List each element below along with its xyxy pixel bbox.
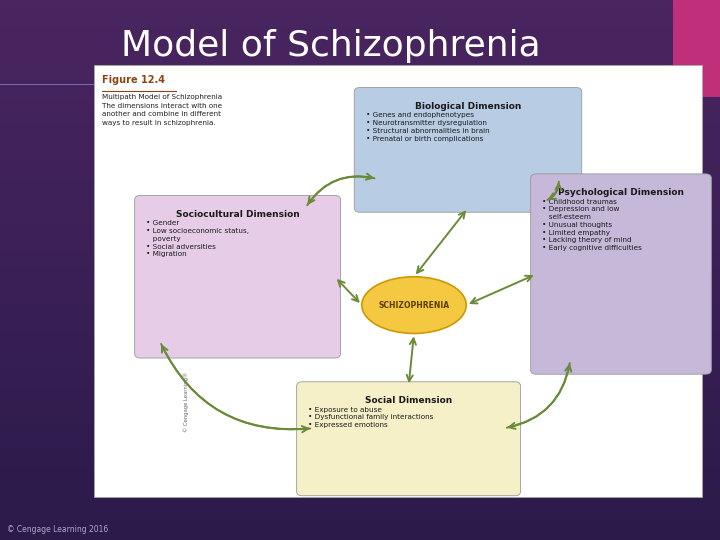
- Bar: [0, 63, 720, 72]
- Bar: [0, 288, 720, 297]
- Ellipse shape: [361, 276, 467, 333]
- Bar: [0, 243, 720, 252]
- Text: © Cengage Learning®: © Cengage Learning®: [184, 372, 189, 432]
- Bar: [0, 504, 720, 513]
- Bar: [0, 234, 720, 243]
- Bar: [0, 423, 720, 432]
- Bar: [0, 477, 720, 486]
- FancyBboxPatch shape: [297, 382, 521, 496]
- Text: • Genes and endophenotypes
• Neurotransmitter dysregulation
• Structural abnorma: • Genes and endophenotypes • Neurotransm…: [366, 112, 490, 141]
- Bar: [0, 27, 720, 36]
- Bar: [0, 342, 720, 351]
- Bar: [0, 522, 720, 531]
- Bar: [0, 414, 720, 423]
- Bar: [0, 153, 720, 162]
- Bar: [0, 18, 720, 27]
- Bar: [0, 99, 720, 108]
- Bar: [0, 216, 720, 225]
- Bar: [0, 441, 720, 450]
- Bar: [0, 324, 720, 333]
- Text: • Exposure to abuse
• Dysfunctional family interactions
• Expressed emotions: • Exposure to abuse • Dysfunctional fami…: [308, 407, 433, 428]
- FancyBboxPatch shape: [354, 87, 582, 212]
- Bar: [0, 432, 720, 441]
- Bar: [0, 351, 720, 360]
- Bar: [0, 315, 720, 324]
- Bar: [0, 378, 720, 387]
- Text: Model of Schizophrenia: Model of Schizophrenia: [122, 29, 541, 63]
- Text: Psychological Dimension: Psychological Dimension: [558, 188, 684, 197]
- Bar: [0, 405, 720, 414]
- Bar: [0, 450, 720, 459]
- Bar: [673, 0, 720, 97]
- Bar: [94, 65, 702, 497]
- Bar: [0, 81, 720, 90]
- Text: • Gender
• Low socioeconomic status,
   poverty
• Social adversities
• Migration: • Gender • Low socioeconomic status, pov…: [146, 220, 249, 258]
- Bar: [0, 513, 720, 522]
- Bar: [0, 279, 720, 288]
- Bar: [0, 9, 720, 18]
- Bar: [0, 459, 720, 468]
- Bar: [0, 117, 720, 126]
- Text: © Cengage Learning 2016: © Cengage Learning 2016: [7, 524, 109, 534]
- Bar: [0, 180, 720, 189]
- Bar: [0, 162, 720, 171]
- Bar: [0, 126, 720, 135]
- Bar: [0, 333, 720, 342]
- Bar: [0, 387, 720, 396]
- Bar: [0, 72, 720, 81]
- Bar: [0, 396, 720, 405]
- Bar: [0, 207, 720, 216]
- Bar: [0, 90, 720, 99]
- Bar: [0, 270, 720, 279]
- Bar: [0, 36, 720, 45]
- Text: • Childhood traumas
• Depression and low
   self-esteem
• Unusual thoughts
• Lim: • Childhood traumas • Depression and low…: [542, 199, 642, 251]
- Bar: [0, 198, 720, 207]
- Bar: [0, 189, 720, 198]
- Bar: [0, 0, 720, 9]
- Bar: [0, 252, 720, 261]
- Bar: [0, 369, 720, 378]
- Text: Biological Dimension: Biological Dimension: [415, 102, 521, 111]
- Bar: [0, 468, 720, 477]
- Bar: [0, 171, 720, 180]
- FancyBboxPatch shape: [531, 174, 711, 374]
- FancyBboxPatch shape: [135, 195, 341, 358]
- Text: Figure 12.4: Figure 12.4: [102, 75, 166, 85]
- Text: Social Dimension: Social Dimension: [365, 396, 452, 405]
- Bar: [0, 531, 720, 540]
- Bar: [0, 225, 720, 234]
- Text: SCHIZOPHRENIA: SCHIZOPHRENIA: [379, 301, 449, 309]
- Bar: [0, 360, 720, 369]
- Bar: [0, 144, 720, 153]
- Bar: [0, 108, 720, 117]
- Bar: [0, 297, 720, 306]
- Text: Multipath Model of Schizophrenia
The dimensions interact with one
another and co: Multipath Model of Schizophrenia The dim…: [102, 94, 222, 126]
- Bar: [0, 306, 720, 315]
- Bar: [0, 486, 720, 495]
- Bar: [0, 495, 720, 504]
- Text: Sociocultural Dimension: Sociocultural Dimension: [176, 210, 300, 219]
- Bar: [0, 54, 720, 63]
- Bar: [0, 135, 720, 144]
- Bar: [0, 261, 720, 270]
- Bar: [0, 45, 720, 54]
